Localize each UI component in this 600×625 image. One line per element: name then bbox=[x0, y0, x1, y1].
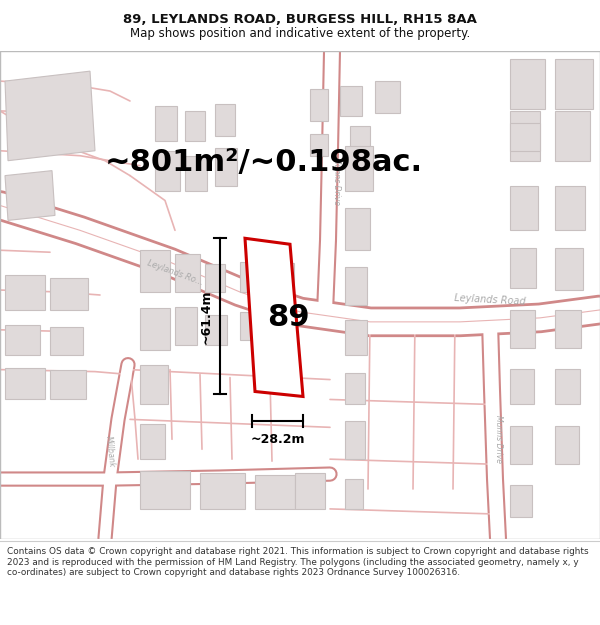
Polygon shape bbox=[345, 267, 367, 305]
Polygon shape bbox=[215, 104, 235, 136]
Text: 89, LEYLANDS ROAD, BURGESS HILL, RH15 8AA: 89, LEYLANDS ROAD, BURGESS HILL, RH15 8A… bbox=[123, 12, 477, 26]
Polygon shape bbox=[555, 426, 579, 464]
Polygon shape bbox=[295, 473, 325, 509]
Polygon shape bbox=[140, 424, 165, 459]
Polygon shape bbox=[175, 254, 200, 292]
Polygon shape bbox=[185, 111, 205, 141]
Text: ~801m²/~0.198ac.: ~801m²/~0.198ac. bbox=[105, 148, 423, 177]
Text: Map shows position and indicative extent of the property.: Map shows position and indicative extent… bbox=[130, 27, 470, 40]
Polygon shape bbox=[510, 111, 540, 161]
Polygon shape bbox=[345, 146, 373, 191]
Polygon shape bbox=[205, 315, 227, 345]
Polygon shape bbox=[140, 471, 190, 509]
Polygon shape bbox=[240, 262, 262, 292]
Polygon shape bbox=[375, 81, 400, 113]
Polygon shape bbox=[215, 148, 237, 186]
Text: Leylands Road: Leylands Road bbox=[454, 293, 526, 307]
Polygon shape bbox=[310, 134, 328, 156]
Polygon shape bbox=[245, 238, 303, 396]
Polygon shape bbox=[345, 372, 365, 404]
Polygon shape bbox=[270, 310, 292, 345]
Polygon shape bbox=[140, 308, 170, 350]
Polygon shape bbox=[510, 310, 535, 348]
Polygon shape bbox=[5, 71, 95, 161]
Text: Contains OS data © Crown copyright and database right 2021. This information is : Contains OS data © Crown copyright and d… bbox=[7, 548, 589, 577]
Polygon shape bbox=[555, 310, 581, 348]
Polygon shape bbox=[510, 369, 534, 404]
Polygon shape bbox=[510, 59, 545, 109]
Polygon shape bbox=[555, 369, 580, 404]
Polygon shape bbox=[240, 312, 260, 340]
Polygon shape bbox=[555, 111, 590, 161]
Polygon shape bbox=[510, 248, 536, 288]
Text: Millbank: Millbank bbox=[104, 435, 116, 468]
Polygon shape bbox=[155, 151, 180, 191]
Text: Leylands Ro...: Leylands Ro... bbox=[146, 259, 204, 288]
Polygon shape bbox=[50, 327, 83, 355]
Text: Munns Drive: Munns Drive bbox=[331, 157, 341, 204]
Polygon shape bbox=[5, 171, 55, 221]
Polygon shape bbox=[345, 320, 367, 355]
Polygon shape bbox=[5, 275, 45, 310]
Polygon shape bbox=[155, 106, 177, 141]
Polygon shape bbox=[5, 368, 45, 399]
Polygon shape bbox=[140, 364, 168, 404]
Polygon shape bbox=[555, 186, 585, 231]
Polygon shape bbox=[185, 156, 207, 191]
Polygon shape bbox=[510, 186, 538, 231]
Polygon shape bbox=[270, 263, 294, 295]
Text: Munns Drive: Munns Drive bbox=[493, 415, 503, 463]
Polygon shape bbox=[350, 126, 370, 151]
Polygon shape bbox=[255, 475, 295, 509]
Polygon shape bbox=[200, 473, 245, 509]
Polygon shape bbox=[310, 89, 328, 121]
Polygon shape bbox=[345, 421, 365, 459]
Polygon shape bbox=[510, 123, 540, 151]
Polygon shape bbox=[555, 59, 593, 109]
Polygon shape bbox=[345, 209, 370, 250]
Polygon shape bbox=[555, 248, 583, 290]
Polygon shape bbox=[340, 86, 362, 116]
Polygon shape bbox=[140, 250, 170, 292]
Polygon shape bbox=[510, 485, 532, 517]
Polygon shape bbox=[205, 264, 225, 292]
Polygon shape bbox=[510, 426, 532, 464]
Text: ~61.4m: ~61.4m bbox=[199, 289, 212, 344]
Polygon shape bbox=[345, 479, 363, 509]
Text: 89: 89 bbox=[267, 303, 310, 332]
Polygon shape bbox=[5, 325, 40, 355]
Polygon shape bbox=[50, 278, 88, 310]
Polygon shape bbox=[175, 307, 197, 345]
Polygon shape bbox=[50, 369, 86, 399]
Text: ~28.2m: ~28.2m bbox=[250, 432, 305, 446]
